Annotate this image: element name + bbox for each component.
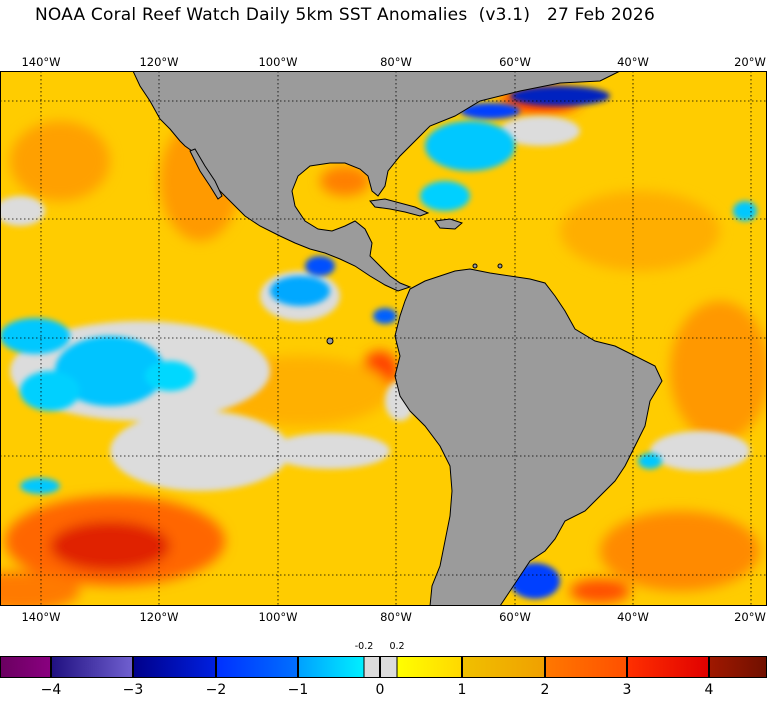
lon-label-top: 60°W [499,55,531,69]
colorbar-segment [627,656,709,678]
lon-label-top: 100°W [258,55,298,69]
colorbar-minor-label: -0.2 [354,641,374,652]
colorbar-tick-label: −1 [287,682,309,698]
lon-label-bottom: 140°W [21,610,61,624]
lon-label-bottom: 20°W [734,610,766,624]
lon-label-top: 20°W [734,55,766,69]
colorbar-segment [709,656,767,678]
colorbar-segment [545,656,627,678]
colorbar-segment [133,656,216,678]
lon-label-top: 40°W [617,55,649,69]
lon-label-bottom: 100°W [258,610,298,624]
colorbar-minor-label: 0.2 [389,641,405,652]
colorbar-tick-label: 0 [375,682,385,698]
map-title: NOAA Coral Reef Watch Daily 5km SST Anom… [35,5,655,25]
hispaniola-land [434,218,463,230]
colorbar-segment [51,656,133,678]
baja-california-land [189,148,223,200]
colorbar-tick-label: 1 [457,682,467,698]
lon-label-bottom: 80°W [380,610,412,624]
lon-label-top: 80°W [380,55,412,69]
cuba-land [369,198,430,217]
lon-label-bottom: 120°W [139,610,179,624]
lon-label-top: 120°W [139,55,179,69]
land-masses [132,71,663,606]
colorbar-tick-label: 2 [540,682,550,698]
sst-anomaly-map [0,71,767,606]
warm-anomaly-regions [0,89,767,606]
colorbar-segment [298,656,364,678]
colorbar-segment [462,656,545,678]
colorbar-segment [0,656,51,678]
colorbar-segment [397,656,462,678]
colorbar-tick-label: 3 [622,682,632,698]
colorbar [0,656,767,678]
lon-label-top: 140°W [21,55,61,69]
colorbar-tick-label: −2 [205,682,227,698]
colorbar-segment [380,656,397,678]
lon-label-bottom: 40°W [617,610,649,624]
colorbar-segment [364,656,380,678]
colorbar-tick-label: −3 [122,682,144,698]
colorbar-tick-label: −4 [40,682,62,698]
graticule [0,71,767,606]
lon-label-bottom: 60°W [499,610,531,624]
cool-anomaly-regions [0,86,757,599]
south-america-land [394,268,663,606]
colorbar-segment [216,656,298,678]
colorbar-tick-label: 4 [704,682,714,698]
